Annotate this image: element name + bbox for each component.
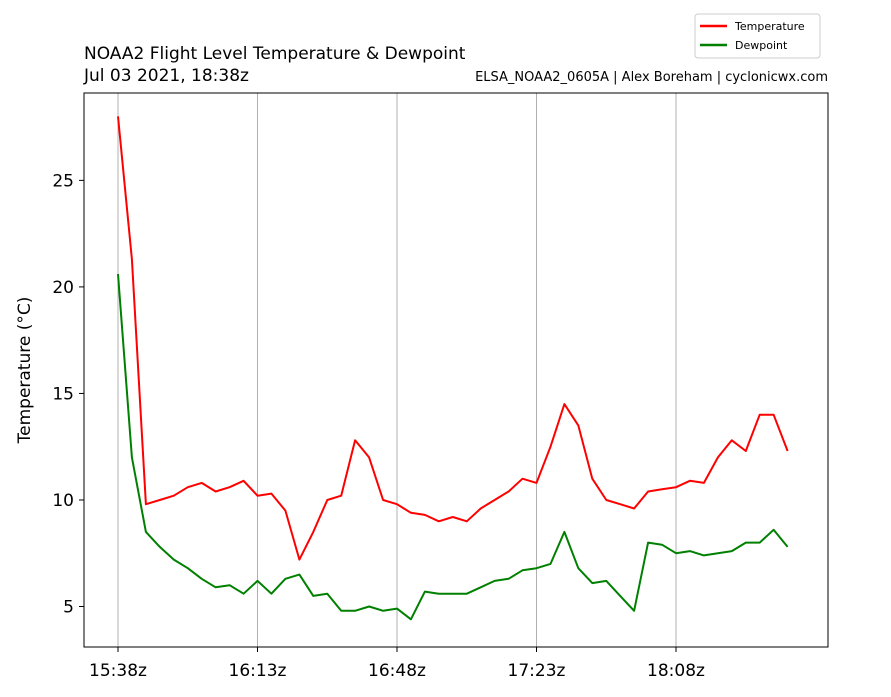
x-tick-label: 16:13z (229, 661, 287, 681)
x-tick-label: 17:23z (508, 661, 566, 681)
credit: ELSA_NOAA2_0605A | Alex Boreham | cyclon… (475, 70, 828, 85)
y-tick-label: 10 (52, 491, 74, 511)
series-line (117, 274, 789, 621)
legend-label: Temperature (734, 20, 805, 33)
plot-frame (83, 92, 829, 648)
series-line (117, 116, 789, 561)
legend-label: Dewpoint (735, 39, 788, 52)
y-axis-label: Temperature (°C) (15, 297, 35, 445)
x-tick-label: 16:48z (368, 661, 426, 681)
y-tick-label: 5 (63, 598, 74, 618)
legend: Temperature Dewpoint (694, 13, 821, 59)
y-tick-label: 20 (52, 278, 74, 298)
chart-title: NOAA2 Flight Level Temperature & Dewpoin… (84, 44, 466, 64)
x-tick-label: 18:08z (647, 661, 705, 681)
y-tick-label: 25 (52, 171, 74, 191)
chart-subtitle: Jul 03 2021, 18:38z (83, 66, 249, 86)
x-tick-label: 15:38z (89, 661, 147, 681)
y-tick-label: 15 (52, 384, 74, 404)
